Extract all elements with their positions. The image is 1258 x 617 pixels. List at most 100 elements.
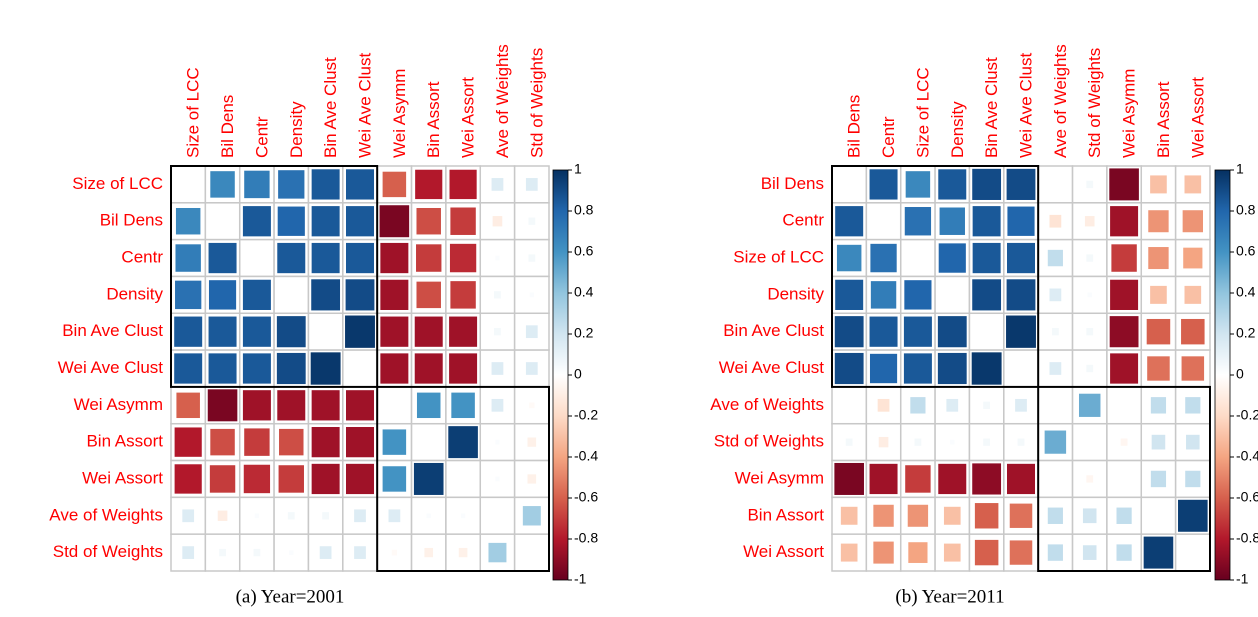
- correlation-square: [382, 466, 407, 492]
- correlation-square: [416, 281, 441, 309]
- row-label: Bin Assort: [86, 432, 163, 451]
- correlation-square: [974, 539, 999, 566]
- correlation-square: [1146, 318, 1171, 345]
- correlation-square: [346, 463, 374, 495]
- cell-border: [307, 312, 344, 351]
- correlation-square: [174, 316, 203, 347]
- row-label: Density: [767, 284, 824, 303]
- column-label: Size of LCC: [184, 67, 203, 158]
- row-label: Wei Asymm: [735, 468, 824, 487]
- correlation-square: [208, 353, 237, 384]
- correlation-square: [492, 216, 503, 227]
- column-label: Bin Assort: [424, 81, 443, 158]
- correlation-square: [937, 316, 967, 348]
- correlation-square: [910, 397, 926, 414]
- cell-border: [865, 202, 902, 241]
- correlation-square: [382, 429, 407, 455]
- correlation-square: [311, 427, 340, 458]
- correlation-square: [208, 280, 237, 310]
- correlation-square: [311, 242, 340, 274]
- correlation-square: [277, 242, 306, 274]
- cell-border: [1106, 386, 1143, 425]
- correlation-square: [1086, 180, 1094, 189]
- correlation-square: [346, 206, 374, 237]
- correlation-square: [972, 168, 1002, 200]
- cell-border: [1071, 202, 1108, 241]
- correlation-square: [449, 169, 477, 200]
- row-label: Std of Weights: [714, 432, 824, 451]
- cell-border: [479, 496, 516, 535]
- correlation-square: [1086, 364, 1094, 373]
- correlation-square: [1047, 249, 1063, 267]
- correlation-square: [289, 550, 294, 555]
- column-label: Wei Assort: [459, 77, 478, 158]
- correlation-square: [416, 207, 441, 235]
- correlation-square: [1049, 288, 1062, 302]
- correlation-square: [426, 513, 431, 519]
- row-label: Bil Dens: [761, 174, 824, 193]
- correlation-square: [972, 206, 1001, 237]
- colorbar-tick-label: 0.2: [1236, 325, 1256, 341]
- correlation-square: [1006, 168, 1036, 200]
- row-label: Bil Dens: [100, 211, 163, 230]
- column-label: Bil Dens: [845, 95, 864, 158]
- correlation-square: [905, 465, 931, 493]
- cell-border: [1106, 459, 1143, 499]
- correlation-square: [495, 255, 500, 261]
- correlation-square: [878, 436, 889, 448]
- correlation-square: [903, 316, 932, 347]
- correlation-square: [449, 243, 477, 273]
- correlation-square: [528, 254, 536, 262]
- correlation-square: [1110, 353, 1139, 384]
- correlation-square: [182, 546, 195, 559]
- cell-border: [170, 165, 207, 204]
- correlation-square: [354, 509, 366, 523]
- correlation-square: [869, 463, 898, 495]
- correlation-square: [460, 513, 466, 519]
- cell-border: [513, 533, 550, 572]
- correlation-square: [836, 244, 862, 272]
- correlation-square: [354, 546, 366, 559]
- row-label: Size of LCC: [72, 174, 163, 193]
- correlation-square: [182, 509, 195, 523]
- correlation-square: [938, 169, 967, 200]
- correlation-square: [1151, 434, 1166, 450]
- correlation-square: [905, 171, 931, 198]
- caption: (a) Year=2001: [236, 586, 345, 607]
- correlation-square: [1015, 398, 1027, 412]
- cell-border: [831, 386, 868, 425]
- correlation-square: [1150, 470, 1167, 488]
- correlation-square: [1184, 285, 1202, 304]
- correlation-square: [209, 465, 236, 493]
- correlation-square: [938, 463, 967, 495]
- correlation-square: [1181, 356, 1205, 381]
- correlation-square: [1009, 540, 1033, 565]
- correlation-square: [380, 353, 409, 384]
- colorbar: [1214, 169, 1231, 581]
- correlation-square: [287, 512, 295, 520]
- colorbar-tick-label: 1: [574, 161, 582, 177]
- correlation-square: [834, 462, 864, 495]
- correlation-square: [277, 390, 306, 421]
- correlation-square: [1182, 210, 1204, 233]
- correlation-square: [1116, 507, 1132, 524]
- correlation-square: [311, 206, 340, 237]
- correlation-square: [415, 169, 443, 200]
- correlation-square: [174, 353, 203, 384]
- correlation-square: [1006, 279, 1036, 311]
- cell-border: [273, 275, 310, 315]
- correlation-square: [449, 316, 478, 347]
- correlation-square: [346, 427, 374, 458]
- correlation-square: [207, 389, 238, 422]
- correlation-square: [345, 279, 375, 311]
- correlation-square: [346, 390, 374, 421]
- correlation-square: [1086, 475, 1094, 483]
- colorbar-tick-label: -0.2: [574, 407, 598, 423]
- column-label: Wei Asymm: [1120, 69, 1139, 158]
- cluster-box: [1037, 385, 1211, 572]
- correlation-square: [870, 281, 897, 309]
- colorbar-tick-label: 0: [574, 366, 582, 382]
- correlation-square: [904, 280, 932, 310]
- correlation-square: [450, 281, 476, 309]
